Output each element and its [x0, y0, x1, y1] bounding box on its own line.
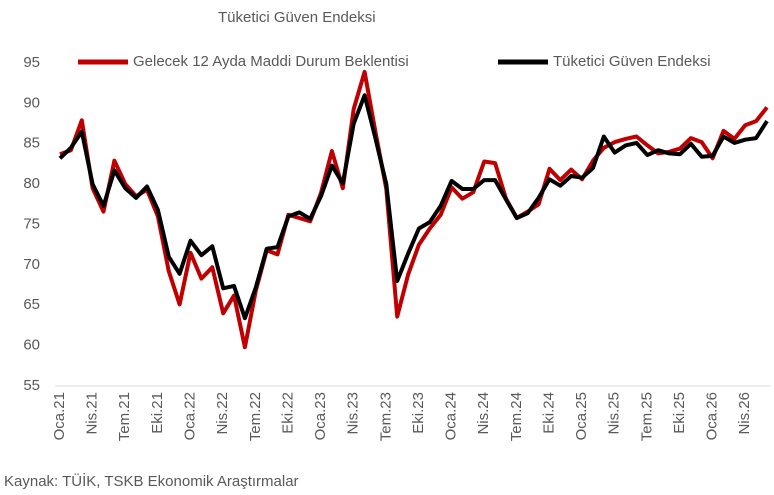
x-tick-label: Eki.21 [149, 392, 166, 434]
y-tick-label: 80 [23, 175, 40, 192]
x-tick-label: Oca.24 [443, 392, 460, 440]
x-tick-label: Oca.22 [181, 392, 198, 440]
y-tick-label: 70 [23, 256, 40, 273]
x-tick-label: Eki.24 [540, 392, 557, 434]
x-tick-label: Nis.23 [345, 392, 362, 435]
series-line [58, 93, 769, 321]
x-tick-label: Tem.21 [116, 392, 133, 441]
chart-title: Tüketici Güven Endeksi [218, 9, 376, 26]
x-tick-label: Nis.21 [84, 392, 101, 435]
series-line [59, 69, 769, 350]
x-tick-label: Tem.25 [638, 392, 655, 441]
legend-label: Tüketici Güven Endeksi [553, 53, 711, 70]
y-tick-label: 90 [23, 94, 40, 111]
y-tick-label: 55 [23, 377, 40, 394]
x-tick-label: Eki.23 [410, 392, 427, 434]
x-tick-label: Nis.26 [736, 392, 753, 435]
x-tick-label: Tem.23 [377, 392, 394, 441]
x-tick-label: Oca.26 [704, 392, 721, 440]
x-tick-label: Nis.22 [214, 392, 231, 435]
y-tick-label: 75 [23, 215, 40, 232]
x-tick-label: Tem.22 [247, 392, 264, 441]
x-tick-label: Eki.22 [279, 392, 296, 434]
legend-label: Gelecek 12 Ayda Maddi Durum Beklentisi [133, 53, 409, 70]
y-tick-label: 65 [23, 296, 40, 313]
x-tick-label: Eki.25 [671, 392, 688, 434]
x-tick-label: Tem.24 [508, 392, 525, 441]
y-tick-label: 60 [23, 337, 40, 354]
x-tick-label: Oca.21 [51, 392, 68, 440]
y-tick-label: 95 [23, 54, 40, 71]
y-tick-label: 85 [23, 135, 40, 152]
x-tick-label: Nis.25 [606, 392, 623, 435]
x-tick-label: Oca.25 [573, 392, 590, 440]
source-note: Kaynak: TÜİK, TSKB Ekonomik Araştırmalar [4, 472, 299, 490]
x-tick-label: Nis.24 [475, 392, 492, 435]
x-tick-label: Oca.23 [312, 392, 329, 440]
